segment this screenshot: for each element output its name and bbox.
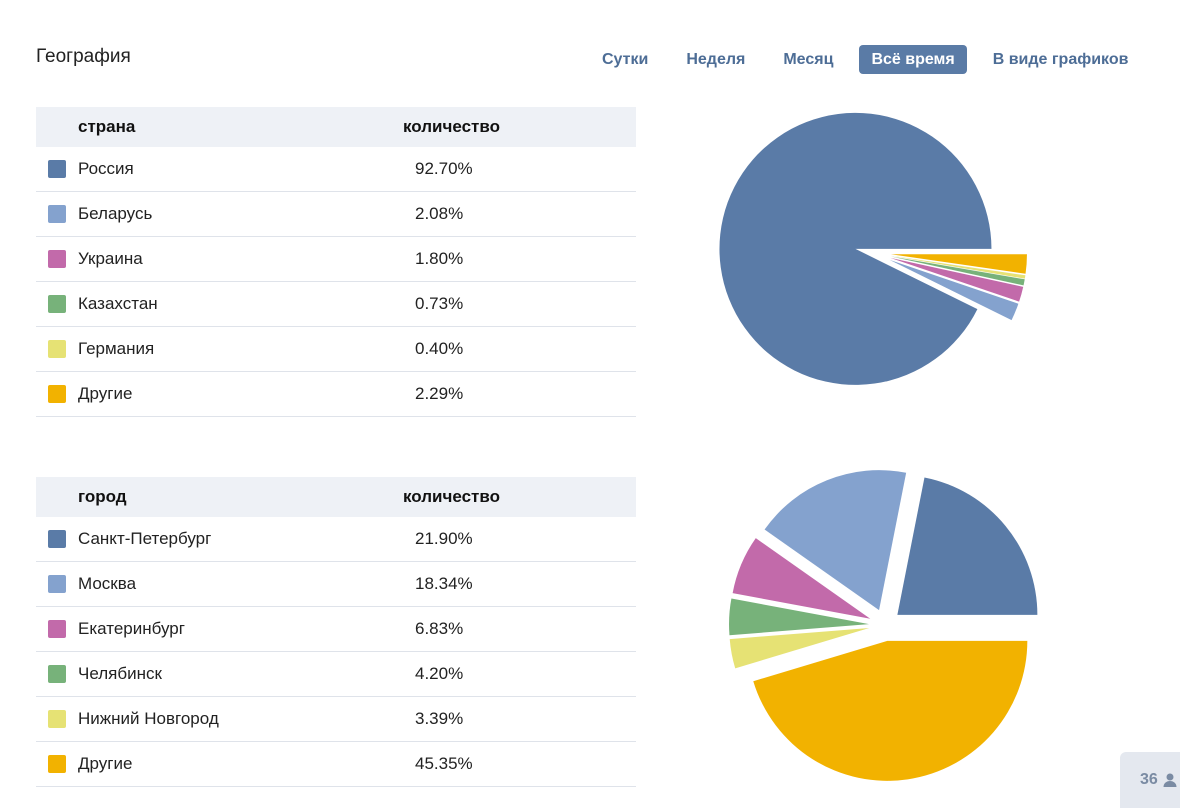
- table-header: город количество: [36, 477, 636, 517]
- tab-month[interactable]: Месяц: [783, 51, 834, 68]
- column-header-city: город: [78, 487, 127, 506]
- country-name: Другие: [78, 384, 133, 403]
- city-value: 18.34%: [415, 574, 473, 593]
- table-row: Санкт-Петербург 21.90%: [36, 517, 636, 562]
- country-name: Германия: [78, 339, 155, 358]
- pie-slice-5[interactable]: [729, 627, 870, 669]
- cities-table: город количество Санкт-Петербург 21.90% …: [36, 477, 636, 787]
- countries-table: страна количество Россия 92.70% Беларусь…: [36, 107, 636, 417]
- column-header-country: страна: [78, 117, 136, 136]
- table-row: Беларусь 2.08%: [36, 192, 636, 237]
- pie-slice-4[interactable]: [729, 598, 870, 636]
- table-row: Германия 0.40%: [36, 327, 636, 372]
- country-value: 0.40%: [415, 339, 464, 358]
- city-name: Москва: [78, 574, 137, 593]
- city-name: Другие: [78, 754, 133, 773]
- city-name: Екатеринбург: [78, 619, 185, 638]
- period-tabs: Сутки Неделя Месяц Всё время В виде граф…: [590, 45, 1140, 74]
- page-title: География: [36, 46, 131, 67]
- online-counter[interactable]: 36: [1120, 752, 1180, 808]
- table-row: Казахстан 0.73%: [36, 282, 636, 327]
- city-name: Нижний Новгород: [78, 709, 219, 728]
- country-name: Беларусь: [78, 204, 153, 223]
- table-header: страна количество: [36, 107, 636, 147]
- legend-swatch: [48, 160, 66, 178]
- pie-slice-3[interactable]: [732, 538, 871, 619]
- pie-slice-6[interactable]: [753, 640, 1028, 781]
- tab-all-time[interactable]: Всё время: [859, 45, 967, 74]
- table-row: Челябинск 4.20%: [36, 652, 636, 697]
- city-name: Санкт-Петербург: [78, 529, 212, 548]
- legend-swatch: [48, 710, 66, 728]
- legend-swatch: [48, 575, 66, 593]
- column-header-count: количество: [403, 487, 500, 506]
- legend-swatch: [48, 250, 66, 268]
- city-value: 3.39%: [415, 709, 464, 728]
- counter-value: 36: [1140, 771, 1158, 788]
- pie-slice-3[interactable]: [890, 257, 1024, 302]
- pie-slice-4[interactable]: [890, 256, 1025, 286]
- pie-slice-1[interactable]: [719, 112, 992, 385]
- table-row: Другие 45.35%: [36, 742, 636, 787]
- tab-graphs-view[interactable]: В виде графиков: [992, 51, 1129, 68]
- table-row: Москва 18.34%: [36, 562, 636, 607]
- country-value: 2.08%: [415, 204, 464, 223]
- country-value: 0.73%: [415, 294, 464, 313]
- legend-swatch: [48, 530, 66, 548]
- country-name: Казахстан: [78, 294, 158, 313]
- legend-swatch: [48, 755, 66, 773]
- city-value: 4.20%: [415, 664, 464, 683]
- legend-swatch: [48, 620, 66, 638]
- pie-slice-6[interactable]: [890, 254, 1027, 274]
- city-value: 6.83%: [415, 619, 464, 638]
- user-icon: [1163, 773, 1177, 787]
- tab-week[interactable]: Неделя: [686, 51, 746, 68]
- table-row: Другие 2.29%: [36, 372, 636, 417]
- legend-swatch: [48, 665, 66, 683]
- table-row: Украина 1.80%: [36, 237, 636, 282]
- pie-slice-2[interactable]: [889, 259, 1019, 321]
- country-name: Россия: [78, 159, 134, 178]
- table-row: Екатеринбург 6.83%: [36, 607, 636, 652]
- pie-slice-1[interactable]: [897, 477, 1038, 615]
- pie-slice-5[interactable]: [890, 255, 1026, 279]
- country-value: 92.70%: [415, 159, 473, 178]
- city-value: 21.90%: [415, 529, 473, 548]
- country-value: 2.29%: [415, 384, 464, 403]
- pie-slice-2[interactable]: [764, 470, 907, 611]
- country-name: Украина: [78, 249, 143, 268]
- legend-swatch: [48, 205, 66, 223]
- table-row: Нижний Новгород 3.39%: [36, 697, 636, 742]
- legend-swatch: [48, 385, 66, 403]
- column-header-count: количество: [403, 117, 500, 136]
- city-name: Челябинск: [78, 664, 162, 683]
- city-value: 45.35%: [415, 754, 473, 773]
- country-value: 1.80%: [415, 249, 464, 268]
- tab-day[interactable]: Сутки: [602, 51, 649, 68]
- legend-swatch: [48, 295, 66, 313]
- legend-swatch: [48, 340, 66, 358]
- table-row: Россия 92.70%: [36, 147, 636, 192]
